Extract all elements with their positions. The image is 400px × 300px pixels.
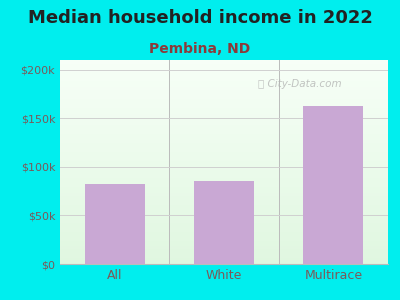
Bar (303, 106, 364, 264)
Bar (85, 184, 145, 264)
Text: Median household income in 2022: Median household income in 2022 (28, 9, 372, 27)
Text: ⓘ City-Data.com: ⓘ City-Data.com (258, 80, 341, 89)
Text: Pembina, ND: Pembina, ND (149, 42, 251, 56)
Bar (194, 182, 254, 264)
